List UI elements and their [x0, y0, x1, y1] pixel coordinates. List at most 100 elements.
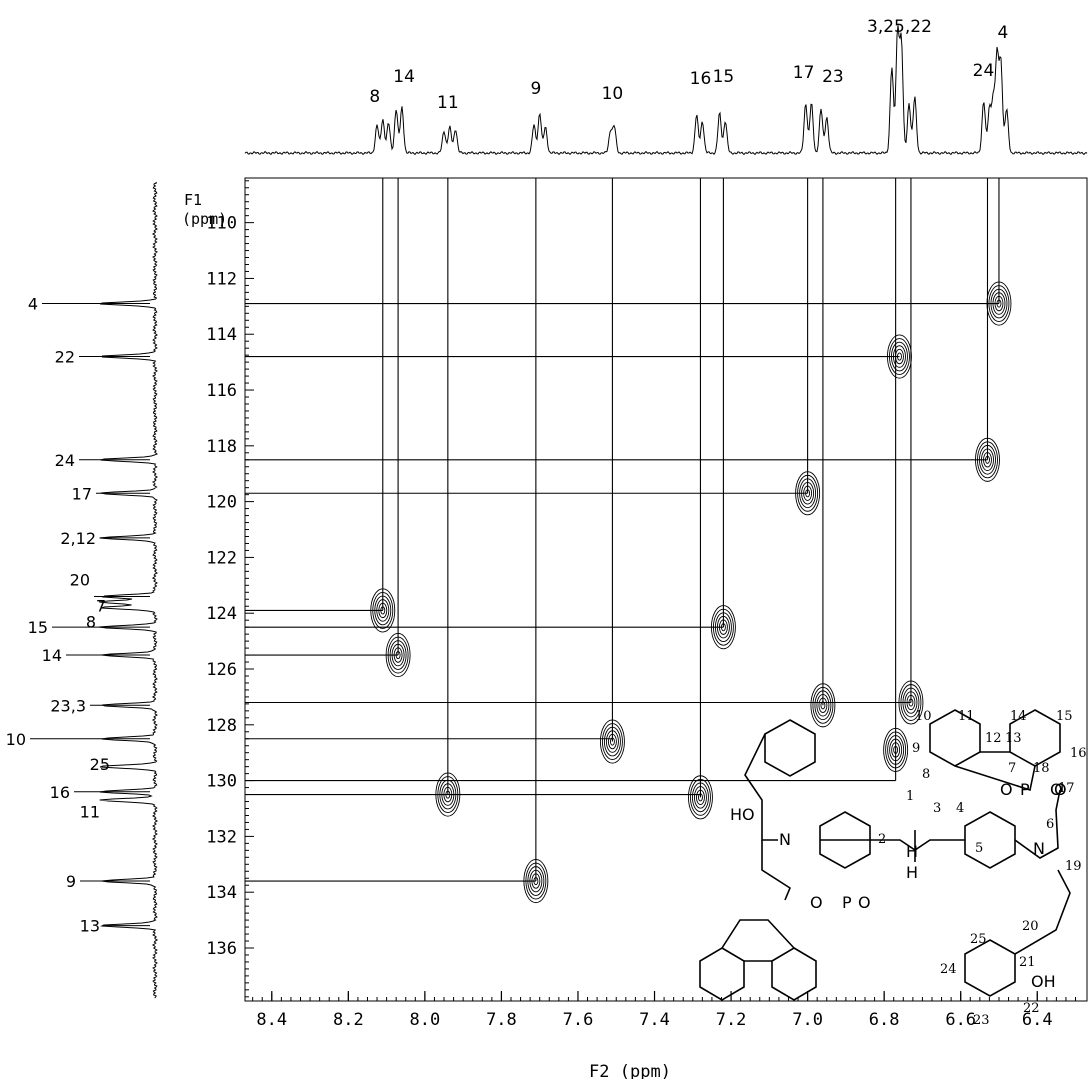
atom-number: 16 — [1070, 746, 1087, 761]
atom-number: 9 — [912, 741, 920, 756]
peak-contour — [525, 862, 547, 900]
top-peak-label: 24 — [973, 61, 995, 81]
peak-contour — [691, 782, 709, 813]
peak-contour — [986, 281, 1012, 326]
peak-contour — [900, 684, 922, 721]
atom-number: 24 — [940, 962, 957, 977]
top-peak-label: 3,25,22 — [867, 17, 932, 37]
y-tick-label: 134 — [206, 883, 237, 903]
peak-contour — [977, 441, 998, 479]
peak-contour — [391, 643, 405, 667]
left-peak-label: 9 — [66, 872, 76, 891]
top-peak-label: 23 — [822, 67, 844, 87]
peak-contour — [695, 789, 705, 805]
peak-contour — [803, 485, 813, 501]
top-peak-label: 9 — [530, 79, 541, 99]
peak-contour — [799, 478, 817, 509]
y-axis-label-line2: (ppm) — [182, 210, 227, 228]
peak-contour — [712, 608, 734, 646]
cross-peak — [975, 437, 1000, 482]
left-projection-labels: 4 22 24 17 2,12 20 87 15 14 23,3 10 25 16 11 9 13 — [6, 295, 150, 936]
y-tick-label: 118 — [206, 437, 237, 457]
f2-projection-spectrum — [244, 25, 1088, 156]
plot-frame — [244, 177, 1088, 1002]
top-peak-label: 15 — [713, 67, 735, 87]
atom-number: 3 — [933, 801, 941, 816]
peak-contour — [994, 295, 1004, 312]
peak-contour — [795, 471, 821, 516]
left-peak-label: 23,3 — [50, 696, 86, 715]
peak-contour — [718, 619, 728, 635]
peak-contour — [885, 731, 907, 769]
x-tick-label: 8.0 — [410, 1010, 441, 1030]
x-tick-label: 6.8 — [869, 1010, 900, 1030]
peak-contour — [389, 640, 407, 670]
x-tick-label: 8.2 — [333, 1010, 364, 1030]
peak-contour — [979, 444, 996, 475]
x-tick-label: 7.4 — [639, 1010, 670, 1030]
cross-peak — [887, 334, 912, 379]
left-peak-label: 16 — [50, 783, 70, 802]
atom-label: P — [1020, 780, 1030, 799]
peak-contour — [385, 633, 411, 678]
peak-contour — [531, 873, 541, 889]
x-tick-label: 7.6 — [563, 1010, 594, 1030]
left-peak-label: 11 — [80, 802, 100, 821]
atom-number: 1 — [906, 789, 914, 804]
cross-peak — [986, 281, 1012, 326]
atom-label: OH — [1031, 972, 1056, 991]
cross-peak — [795, 471, 821, 516]
peak-contour — [710, 605, 736, 650]
atom-number: 22 — [1023, 1001, 1040, 1016]
left-peak-label: 10 — [6, 730, 26, 749]
peak-contour — [810, 683, 836, 728]
atom-number: 18 — [1033, 761, 1050, 776]
y-tick-label: 128 — [206, 716, 237, 736]
atom-label: HO — [730, 805, 755, 824]
atom-number: 6 — [1046, 817, 1054, 832]
peak-contour — [904, 691, 918, 714]
left-peak-label: 14 — [42, 646, 62, 665]
x-tick-label: 8.4 — [256, 1010, 287, 1030]
x-tick-label: 7.8 — [486, 1010, 517, 1030]
cross-peak — [435, 772, 461, 817]
x-tick-label: 7.2 — [716, 1010, 747, 1030]
peak-contour — [816, 694, 830, 717]
x-tick-label: 6.4 — [1022, 1010, 1053, 1030]
x-axis: 8.4 8.2 8.0 7.8 7.6 7.4 7.2 7.0 6.8 6.6 6.4 — [252, 991, 1077, 1030]
y-axis-label-line1: F1 — [184, 191, 202, 209]
left-peak-label: 20 — [70, 571, 90, 590]
molecule-structure — [699, 709, 1071, 1001]
peak-contour — [395, 651, 401, 660]
peak-contour — [988, 285, 1010, 322]
peak-contour — [716, 615, 730, 639]
peak-contour — [897, 352, 902, 361]
atom-label: N — [779, 830, 791, 849]
atom-label: P — [842, 893, 852, 912]
peak-contour — [898, 680, 924, 725]
atom-number: 21 — [1019, 955, 1036, 970]
peak-contour — [985, 455, 990, 464]
top-peak-label: 14 — [393, 67, 415, 87]
peak-contour — [908, 698, 914, 707]
cross-peaks — [370, 281, 1012, 904]
peak-contour — [607, 733, 617, 750]
cross-peak — [898, 680, 924, 725]
peak-contour — [693, 786, 707, 809]
atom-number: 19 — [1065, 859, 1082, 874]
y-axis: 110 112 114 116 118 120 122 124 126 128 130 132 134 1… — [206, 180, 254, 998]
left-peak-label: 25 — [90, 755, 110, 774]
peak-contour — [887, 735, 905, 765]
left-peak-label: 17 — [72, 484, 92, 503]
atom-number: 2 — [878, 832, 886, 847]
left-peak-label: 22 — [55, 348, 75, 367]
peak-contour — [435, 772, 461, 817]
peak-contour — [981, 448, 994, 472]
y-tick-label: 110 — [206, 214, 237, 234]
y-tick-label: 136 — [206, 939, 237, 959]
peak-contour — [883, 727, 909, 772]
atom-number: 13 — [1005, 731, 1022, 746]
atom-number: 12 — [985, 731, 1002, 746]
atom-label: O — [810, 893, 823, 912]
peak-contour — [687, 775, 713, 820]
